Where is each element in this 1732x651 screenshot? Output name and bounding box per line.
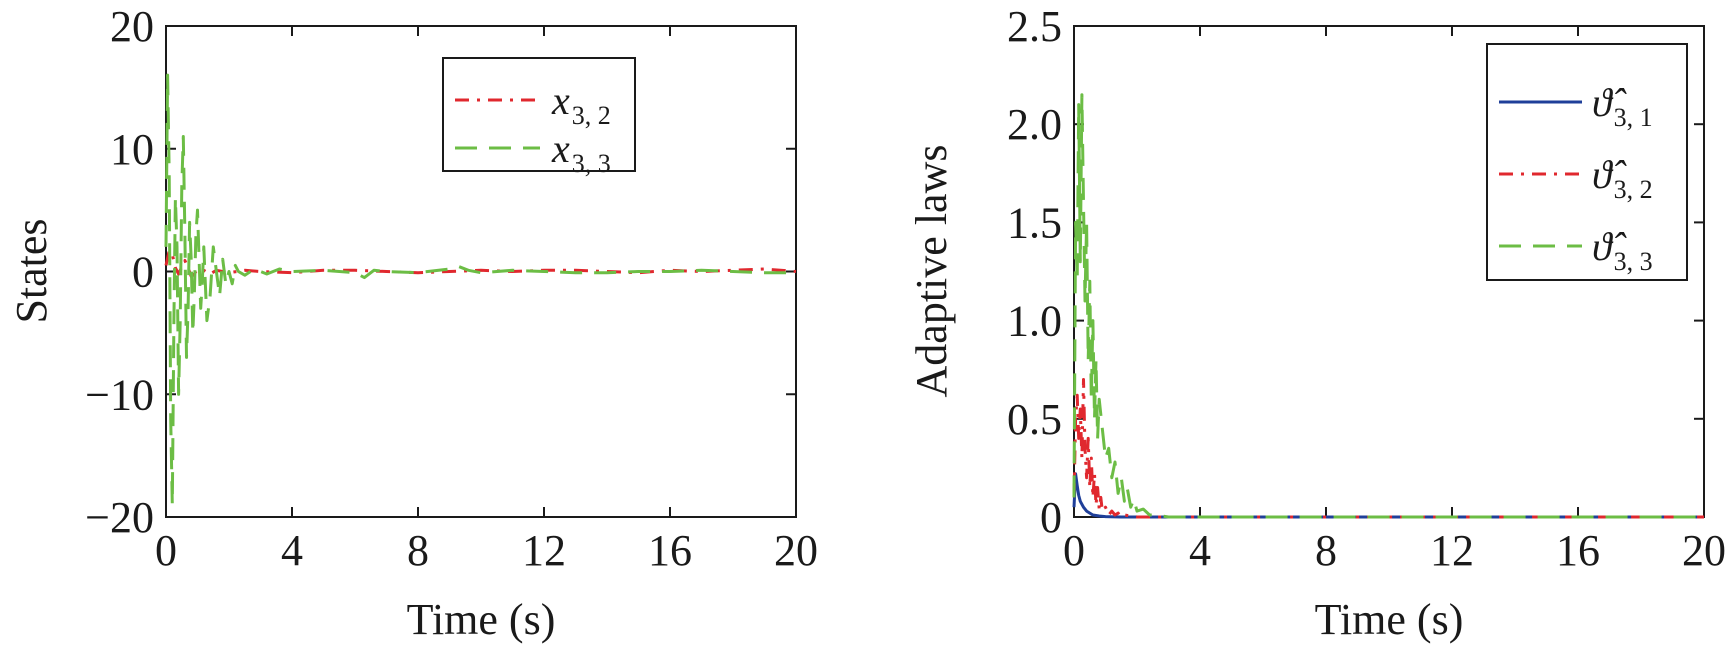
tick-labels: 0 4 8 12 16 20 20 10 0 −10 −20 [85, 2, 818, 575]
x-axis-label: Time (s) [1315, 595, 1464, 644]
y-tick-label: 0.5 [1007, 395, 1062, 444]
legend-symbol: x [551, 126, 570, 171]
series-line-3-3 [164, 73, 796, 507]
y-tick-label: 1.5 [1007, 198, 1062, 247]
legend-label: x3, 3 [551, 126, 611, 178]
y-tick-label: 10 [110, 125, 154, 174]
y-tick-label: −10 [85, 370, 154, 419]
y-axis-label: Adaptive laws [907, 145, 956, 398]
x-tick-label: 4 [1189, 526, 1211, 575]
legend-label: ϑ̂3, 2 [1592, 152, 1653, 204]
x-tick-label: 8 [1315, 526, 1337, 575]
legend-subscript: 3, 1 [1614, 103, 1653, 132]
series-line-3-3 [1072, 93, 1704, 519]
legend-label: x3, 2 [551, 78, 611, 130]
states-chart: 0 4 8 12 16 20 20 10 0 −10 −20 Time (s) States x3,… [7, 2, 818, 644]
series-line-3-1 [1072, 472, 1704, 519]
y-tick-label: 1.0 [1007, 297, 1062, 346]
y-tick-label: 2.0 [1007, 100, 1062, 149]
y-tick-label: 20 [110, 2, 154, 51]
x-tick-label: 16 [1556, 526, 1600, 575]
y-axis-label: States [7, 218, 56, 323]
legend-subscript: 3, 2 [1614, 175, 1653, 204]
y-tick-label: 2.5 [1007, 2, 1062, 51]
series-lines [164, 73, 797, 507]
x-tick-label: 4 [281, 526, 303, 575]
series-line-3-2 [1072, 378, 1704, 519]
x-tick-label: 0 [1063, 526, 1085, 575]
x-axis-label: Time (s) [407, 595, 556, 644]
legend-subscript: 3, 3 [572, 149, 611, 178]
x-tick-label: 12 [522, 526, 566, 575]
y-tick-label: 0 [1040, 493, 1062, 542]
x-tick-label: 0 [155, 526, 177, 575]
series-lines [1072, 93, 1704, 519]
y-tick-label: 0 [132, 248, 154, 297]
legend-box [1486, 43, 1688, 281]
legend-symbol: x [551, 78, 570, 123]
legend-subscript: 3, 3 [1614, 247, 1653, 276]
series-line-3-2 [164, 249, 797, 278]
adaptive-laws-chart: 0 4 8 12 16 20 2.5 2.0 1.5 1.0 0.5 0 Time (s) Adapt… [907, 2, 1726, 644]
x-tick-label: 16 [648, 526, 692, 575]
legend-box [442, 57, 636, 172]
legend-subscript: 3, 2 [572, 101, 611, 130]
legend: ϑ̂3, 1ϑ̂3, 2ϑ̂3, 3 [1486, 43, 1688, 281]
tick-labels: 0 4 8 12 16 20 2.5 2.0 1.5 1.0 0.5 0 [1007, 2, 1726, 575]
tick-marks [165, 25, 797, 518]
x-tick-label: 20 [774, 526, 818, 575]
y-tick-label: −20 [85, 493, 154, 542]
x-tick-label: 12 [1430, 526, 1474, 575]
x-tick-label: 8 [407, 526, 429, 575]
x-tick-label: 20 [1682, 526, 1726, 575]
legend: x3, 2x3, 3 [442, 57, 636, 178]
